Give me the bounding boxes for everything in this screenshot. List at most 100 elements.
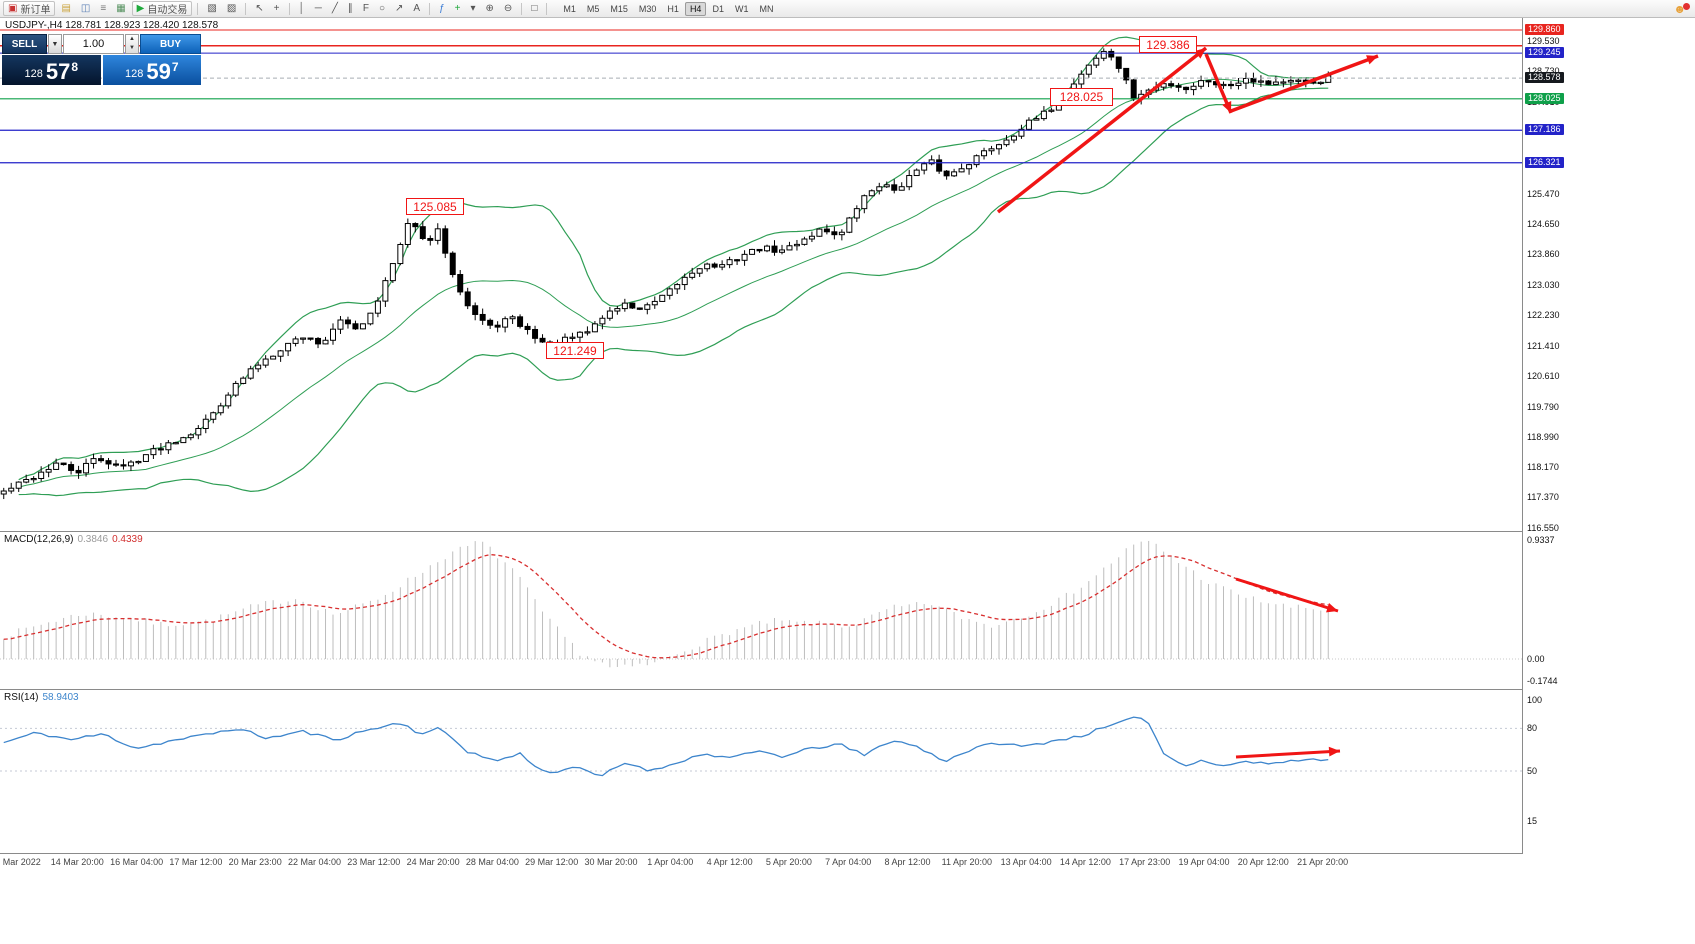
fibonacci-icon[interactable]: F bbox=[359, 1, 373, 16]
arrow-tool-icon[interactable]: ↗ bbox=[391, 1, 407, 16]
timeframe-h1[interactable]: H1 bbox=[667, 3, 679, 14]
vertical-line-icon-icon: │ bbox=[298, 3, 305, 14]
add-indicator-icon[interactable]: + bbox=[451, 1, 465, 16]
tile-windows-icon[interactable]: □ bbox=[527, 1, 541, 16]
price-annotation[interactable]: 121.249 bbox=[546, 342, 604, 359]
hline-price-label: 128.025 bbox=[1525, 93, 1564, 104]
indicators-icon[interactable]: ƒ bbox=[435, 1, 449, 16]
time-axis[interactable]: 4 Mar 2022 14 Mar 20:00 16 Mar 04:00 17 Mar… bbox=[0, 854, 1523, 872]
time-label: 24 Mar 20:00 bbox=[406, 857, 460, 867]
rsi-canvas[interactable] bbox=[0, 690, 1523, 854]
rsi-title: RSI(14) bbox=[4, 692, 39, 703]
sell-price-main: 57 bbox=[45, 59, 71, 84]
crosshair-icon[interactable]: + bbox=[270, 1, 284, 16]
terminal-icon-icon: ▦ bbox=[116, 3, 126, 14]
indicators-icon-icon: ƒ bbox=[439, 3, 445, 14]
navigator-icon[interactable]: ≡ bbox=[96, 1, 110, 16]
timeframe-h4[interactable]: H4 bbox=[684, 1, 707, 16]
rsi-axis: 100 80 50 15 bbox=[1524, 690, 1584, 854]
trendline-icon[interactable]: ╱ bbox=[328, 1, 342, 16]
periods-icon[interactable]: ▾ bbox=[467, 1, 480, 16]
time-label: 4 Apr 12:00 bbox=[706, 857, 753, 867]
arrow-tool-icon-icon: ↗ bbox=[395, 3, 404, 14]
zoom-out-icon[interactable]: ⊖ bbox=[500, 1, 516, 16]
toolbar-separator bbox=[197, 2, 199, 15]
buy-button[interactable]: BUY bbox=[140, 34, 201, 54]
toolbar-separator bbox=[245, 2, 247, 15]
channel-icon[interactable]: ∥ bbox=[344, 1, 357, 16]
time-label: 8 Apr 12:00 bbox=[884, 857, 931, 867]
timeframe-m1[interactable]: M1 bbox=[563, 3, 576, 14]
timeframe-mn[interactable]: MN bbox=[759, 3, 774, 14]
horizontal-line-icon[interactable]: ─ bbox=[311, 1, 326, 16]
cursor-icon[interactable]: ↖ bbox=[251, 1, 267, 16]
macd-axis-label: 0.9337 bbox=[1527, 535, 1555, 545]
new-chart-icon[interactable]: ▧ bbox=[203, 1, 220, 16]
hline-price-label: 128.578 bbox=[1525, 72, 1564, 83]
hline-price-label: 126.321 bbox=[1525, 157, 1564, 168]
sell-price-panel[interactable]: 128 57 8 bbox=[2, 55, 101, 85]
market-watch-icon-icon: ▤ bbox=[61, 3, 71, 14]
time-label: 19 Apr 04:00 bbox=[1178, 857, 1230, 867]
market-watch-icon[interactable]: ▤ bbox=[57, 1, 74, 16]
new-order-button[interactable]: ▣ 新订单 bbox=[3, 1, 56, 16]
main-chart-panel[interactable]: USDJPY-,H4 128.781 128.923 128.420 128.5… bbox=[0, 18, 1523, 532]
time-label: 29 Mar 12:00 bbox=[525, 857, 579, 867]
terminal-icon[interactable]: ▦ bbox=[112, 1, 129, 16]
vertical-line-icon[interactable]: │ bbox=[295, 1, 309, 16]
profiles-icon[interactable]: ▨ bbox=[223, 1, 240, 16]
timeframe-m30[interactable]: M30 bbox=[638, 3, 657, 14]
stepper-up-icon[interactable]: ▲ bbox=[129, 36, 135, 42]
notification-badge bbox=[1683, 2, 1690, 10]
buy-price-panel[interactable]: 128 59 7 bbox=[102, 55, 201, 85]
sell-button[interactable]: SELL bbox=[2, 34, 47, 54]
shapes-icon[interactable]: ○ bbox=[375, 1, 389, 16]
macd-canvas[interactable] bbox=[0, 532, 1523, 690]
volume-input[interactable] bbox=[63, 34, 124, 54]
timeframe-d1[interactable]: D1 bbox=[712, 3, 724, 14]
volume-dropdown-icon[interactable]: ▼ bbox=[48, 34, 62, 54]
time-label: 14 Mar 20:00 bbox=[50, 857, 104, 867]
rsi-axis-label: 50 bbox=[1527, 766, 1538, 776]
axis-tick-label: 117.370 bbox=[1527, 492, 1559, 502]
add-indicator-icon-icon: + bbox=[454, 3, 461, 14]
axis-tick-label: 118.170 bbox=[1527, 462, 1559, 472]
data-window-icon[interactable]: ◫ bbox=[77, 1, 94, 16]
macd-axis: 0.9337 0.00 -0.1744 bbox=[1524, 532, 1584, 690]
timeframe-m15[interactable]: M15 bbox=[610, 3, 628, 14]
timeframe-w1[interactable]: W1 bbox=[734, 3, 749, 14]
timeframe-m5[interactable]: M5 bbox=[586, 3, 600, 14]
price-annotation[interactable]: 128.025 bbox=[1050, 88, 1113, 106]
buy-price-prefix: 128 bbox=[124, 68, 144, 80]
time-label: 20 Mar 23:00 bbox=[228, 857, 282, 867]
price-annotation[interactable]: 129.386 bbox=[1139, 36, 1197, 53]
rsi-panel[interactable]: RSI(14) 58.9403 bbox=[0, 690, 1523, 854]
new-chart-icon-icon: ▧ bbox=[207, 3, 217, 14]
trendline-icon-icon: ╱ bbox=[331, 3, 338, 14]
periods-icon-icon: ▾ bbox=[470, 3, 476, 14]
time-label: 1 Apr 04:00 bbox=[647, 857, 694, 867]
one-click-trading-panel: SELL ▼ ▲▼ BUY 128 57 8 128 59 7 bbox=[2, 34, 201, 85]
axis-tick-label: 118.990 bbox=[1527, 432, 1559, 442]
price-annotation[interactable]: 125.085 bbox=[406, 198, 464, 215]
macd-panel[interactable]: MACD(12,26,9) 0.3846 0.4339 bbox=[0, 532, 1523, 690]
zoom-in-icon-icon: ⊕ bbox=[485, 3, 494, 14]
time-label: 30 Mar 20:00 bbox=[584, 857, 638, 867]
text-tool-icon[interactable]: A bbox=[409, 1, 424, 16]
volume-stepper[interactable]: ▲ ▼ bbox=[125, 34, 139, 54]
community-icon[interactable]: ☻ bbox=[1673, 1, 1686, 16]
price-axis[interactable]: 129.530128.730127.910125.470124.650123.8… bbox=[1524, 18, 1584, 532]
axis-tick-label: 128.730 bbox=[1527, 66, 1560, 76]
autotrading-button[interactable]: ▶ 自动交易 bbox=[131, 1, 193, 16]
zoom-in-icon[interactable]: ⊕ bbox=[482, 1, 498, 16]
macd-label: MACD(12,26,9) 0.3846 0.4339 bbox=[4, 534, 143, 545]
rsi-axis-label: 80 bbox=[1527, 723, 1538, 733]
main-chart-canvas[interactable] bbox=[0, 18, 1523, 532]
sell-price-pip: 8 bbox=[71, 60, 79, 74]
new-order-button-label: 新订单 bbox=[20, 5, 51, 16]
axis-tick-label: 129.530 bbox=[1527, 36, 1560, 46]
stepper-down-icon[interactable]: ▼ bbox=[129, 45, 135, 51]
time-label: 20 Apr 12:00 bbox=[1237, 857, 1289, 867]
hline-price-label: 127.186 bbox=[1525, 124, 1564, 135]
